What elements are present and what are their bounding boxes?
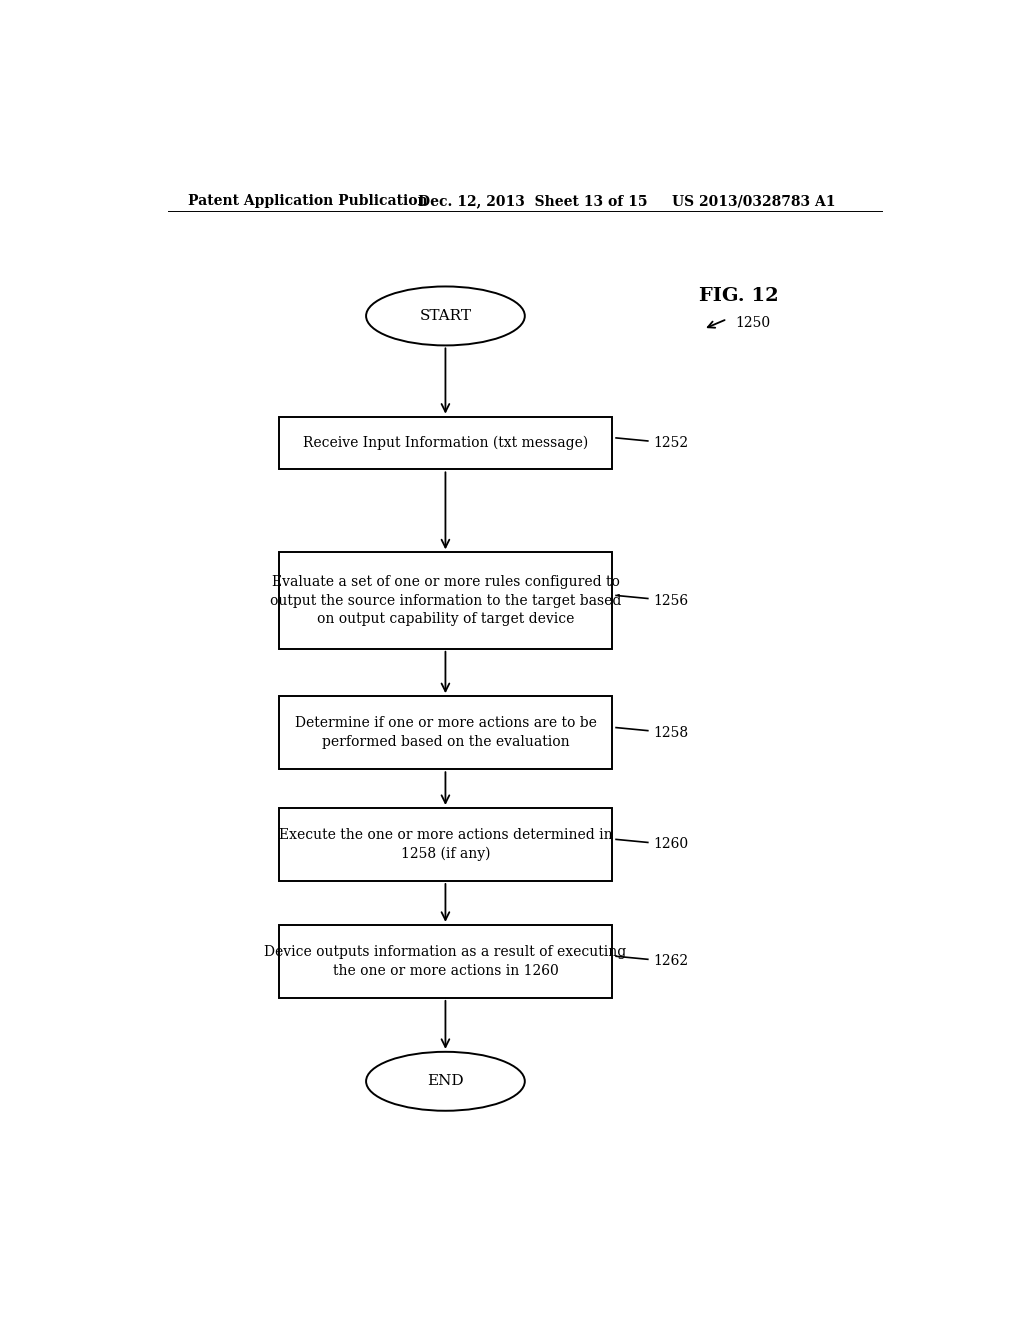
Text: 1258: 1258 <box>653 726 688 739</box>
Text: Receive Input Information (txt message): Receive Input Information (txt message) <box>303 436 588 450</box>
Text: 1256: 1256 <box>653 594 688 607</box>
Bar <box>279 552 612 649</box>
Text: Patent Application Publication: Patent Application Publication <box>187 194 427 209</box>
Text: US 2013/0328783 A1: US 2013/0328783 A1 <box>672 194 836 209</box>
Text: START: START <box>420 309 471 323</box>
Text: Execute the one or more actions determined in
1258 (if any): Execute the one or more actions determin… <box>279 828 612 861</box>
Text: 1250: 1250 <box>735 315 770 330</box>
Bar <box>279 417 612 470</box>
Bar <box>279 808 612 880</box>
Text: END: END <box>427 1074 464 1088</box>
Text: Dec. 12, 2013  Sheet 13 of 15: Dec. 12, 2013 Sheet 13 of 15 <box>418 194 647 209</box>
Text: Determine if one or more actions are to be
performed based on the evaluation: Determine if one or more actions are to … <box>295 717 596 748</box>
Bar <box>279 696 612 770</box>
Text: FIG. 12: FIG. 12 <box>699 286 779 305</box>
Text: Device outputs information as a result of executing
the one or more actions in 1: Device outputs information as a result o… <box>264 945 627 978</box>
Text: 1252: 1252 <box>653 436 688 450</box>
Text: 1260: 1260 <box>653 837 688 851</box>
Text: 1262: 1262 <box>653 954 688 969</box>
Text: Evaluate a set of one or more rules configured to
output the source information : Evaluate a set of one or more rules conf… <box>269 576 622 626</box>
Bar <box>279 925 612 998</box>
